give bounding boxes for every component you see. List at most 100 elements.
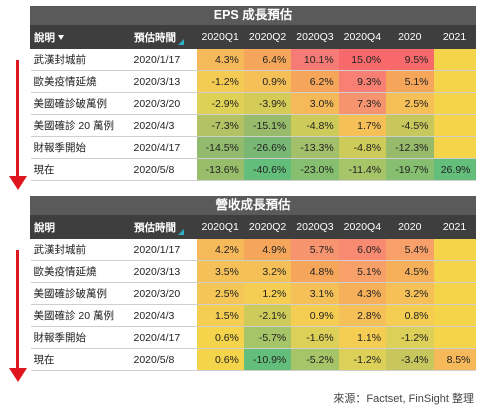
- value-cell: 5.1%: [338, 260, 387, 283]
- value-cell: -14.5%: [196, 136, 244, 159]
- eps-header-row: 說明 預估時間 2020Q1 2020Q2 2020Q3 2020Q4 2020…: [30, 25, 476, 49]
- table-row: 現在 2020/5/8 0.6% -10.9% -5.2% -1.2% -3.4% 8.5%: [30, 348, 476, 371]
- value-cell: -15.1%: [243, 114, 292, 137]
- row-label: 美國確診破萬例: [30, 282, 131, 305]
- value-cell: [433, 260, 476, 283]
- header-date[interactable]: 預估時間: [130, 215, 197, 239]
- value-cell: 3.2%: [243, 260, 292, 283]
- header-q4[interactable]: 2020Q4: [338, 215, 387, 239]
- row-label: 財報季開始: [30, 326, 131, 349]
- value-cell: 4.3%: [196, 48, 244, 71]
- value-cell: 4.9%: [243, 238, 292, 261]
- value-cell: 6.0%: [338, 238, 387, 261]
- source-note: 來源：Factset, FinSight 整理: [333, 393, 474, 405]
- value-cell: 5.7%: [291, 238, 339, 261]
- eps-panel: EPS 成長預估 說明 預估時間 2020Q1 2020Q2 2020Q3 20…: [30, 6, 476, 181]
- header-q1[interactable]: 2020Q1: [195, 25, 245, 49]
- filter-corner-icon: [178, 228, 184, 235]
- value-cell: [433, 92, 476, 115]
- value-cell: -12.3%: [386, 136, 434, 159]
- value-cell: [433, 304, 476, 327]
- value-cell: -10.9%: [243, 348, 292, 371]
- header-q1[interactable]: 2020Q1: [195, 215, 245, 239]
- value-cell: -19.7%: [386, 158, 434, 181]
- sort-caret-icon: [58, 35, 64, 41]
- value-cell: 5.1%: [386, 70, 434, 93]
- value-cell: 2.8%: [338, 304, 387, 327]
- table-row: 美國確診破萬例 2020/3/20 2.5% 1.2% 3.1% 4.3% 3.2%: [30, 282, 476, 305]
- value-cell: [433, 282, 476, 305]
- row-label: 美國確診 20 萬例: [30, 304, 131, 327]
- header-q3[interactable]: 2020Q3: [290, 25, 340, 49]
- row-label: 美國確診 20 萬例: [30, 114, 131, 137]
- row-date: 2020/5/8: [130, 158, 197, 181]
- header-date[interactable]: 預估時間: [130, 25, 197, 49]
- revenue-table: 說明 預估時間 2020Q1 2020Q2 2020Q3 2020Q4 2020…: [30, 215, 476, 371]
- table-row: 現在 2020/5/8 -13.6% -40.6% -23.0% -11.4% -19.7%…: [30, 158, 476, 181]
- row-label: 歐美疫情延燒: [30, 260, 131, 283]
- value-cell: [433, 114, 476, 137]
- value-cell: [433, 70, 476, 93]
- header-2020[interactable]: 2020: [385, 25, 435, 49]
- value-cell: 10.1%: [291, 48, 339, 71]
- value-cell: -2.9%: [196, 92, 244, 115]
- value-cell: 2.5%: [386, 92, 434, 115]
- table-row: 武漢封城前 2020/1/17 4.2% 4.9% 5.7% 6.0% 5.4%: [30, 238, 476, 261]
- value-cell: -40.6%: [243, 158, 292, 181]
- value-cell: -1.2%: [338, 348, 387, 371]
- value-cell: 9.5%: [386, 48, 434, 71]
- header-desc[interactable]: 說明: [30, 25, 131, 49]
- table-row: 美國確診 20 萬例 2020/4/3 1.5% -2.1% 0.9% 2.8% 0.8%: [30, 304, 476, 327]
- value-cell: -11.4%: [338, 158, 387, 181]
- row-date: 2020/4/17: [130, 136, 197, 159]
- filter-corner-icon: [178, 38, 184, 45]
- value-cell: 1.2%: [243, 282, 292, 305]
- value-cell: 3.2%: [386, 282, 434, 305]
- value-cell: 0.6%: [196, 326, 244, 349]
- row-date: 2020/3/13: [130, 260, 197, 283]
- value-cell: 6.2%: [291, 70, 339, 93]
- value-cell: 4.5%: [386, 260, 434, 283]
- value-cell: 8.5%: [433, 348, 476, 371]
- value-cell: [433, 326, 476, 349]
- header-q4[interactable]: 2020Q4: [338, 25, 387, 49]
- value-cell: 7.3%: [338, 92, 387, 115]
- table-row: 財報季開始 2020/4/17 0.6% -5.7% -1.6% 1.1% -1.2%: [30, 326, 476, 349]
- table-row: 歐美疫情延燒 2020/3/13 -1.2% 0.9% 6.2% 9.3% 5.1%: [30, 70, 476, 93]
- row-date: 2020/1/17: [130, 238, 197, 261]
- header-2021[interactable]: 2021: [433, 25, 476, 49]
- value-cell: 1.1%: [338, 326, 387, 349]
- value-cell: [433, 136, 476, 159]
- header-q2[interactable]: 2020Q2: [243, 25, 292, 49]
- header-q2[interactable]: 2020Q2: [243, 215, 292, 239]
- value-cell: 0.9%: [291, 304, 339, 327]
- trend-arrow-revenue-icon: [9, 250, 27, 382]
- trend-arrow-eps-icon: [9, 60, 27, 190]
- value-cell: -23.0%: [291, 158, 339, 181]
- value-cell: -7.3%: [196, 114, 244, 137]
- header-2021[interactable]: 2021: [433, 215, 476, 239]
- value-cell: -2.1%: [243, 304, 292, 327]
- value-cell: 2.5%: [196, 282, 244, 305]
- row-date: 2020/1/17: [130, 48, 197, 71]
- header-desc[interactable]: 說明: [30, 215, 131, 239]
- row-date: 2020/3/20: [130, 282, 197, 305]
- row-label: 現在: [30, 348, 131, 371]
- value-cell: 0.9%: [243, 70, 292, 93]
- header-2020[interactable]: 2020: [385, 215, 435, 239]
- value-cell: 0.6%: [196, 348, 244, 371]
- row-label: 財報季開始: [30, 136, 131, 159]
- eps-title: EPS 成長預估: [30, 6, 476, 25]
- row-date: 2020/3/20: [130, 92, 197, 115]
- row-date: 2020/4/3: [130, 114, 197, 137]
- header-q3[interactable]: 2020Q3: [290, 215, 340, 239]
- value-cell: 3.5%: [196, 260, 244, 283]
- value-cell: 5.4%: [386, 238, 434, 261]
- table-row: 美國確診破萬例 2020/3/20 -2.9% -3.9% 3.0% 7.3% 2.5%: [30, 92, 476, 115]
- value-cell: -1.6%: [291, 326, 339, 349]
- table-row: 歐美疫情延燒 2020/3/13 3.5% 3.2% 4.8% 5.1% 4.5%: [30, 260, 476, 283]
- value-cell: 3.1%: [291, 282, 339, 305]
- value-cell: -4.5%: [386, 114, 434, 137]
- value-cell: [433, 48, 476, 71]
- row-date: 2020/5/8: [130, 348, 197, 371]
